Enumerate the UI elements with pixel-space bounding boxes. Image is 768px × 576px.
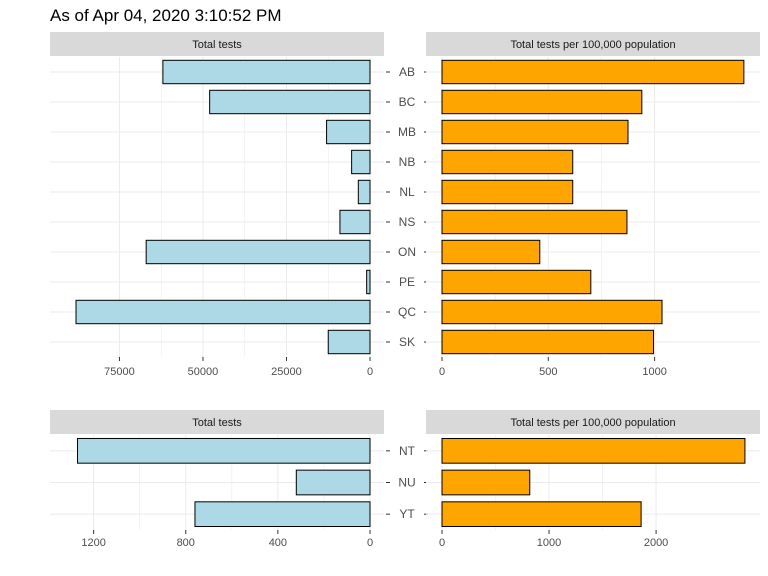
provinces-tests-per-100k-bar-qc	[441, 299, 663, 325]
territories-total-tests-tick-label: 0	[367, 537, 373, 549]
category-label-nl: NL	[399, 185, 415, 199]
category-label-pe: PE	[399, 275, 415, 289]
provinces-total-tests-tick-label: 75000	[104, 366, 135, 378]
provinces-tests-per-100k-bar-mb	[441, 119, 629, 145]
territories-total-tests-tick-label: 400	[269, 537, 287, 549]
provinces-total-tests-bar-ns	[339, 209, 371, 235]
territories-tests-per-100k-bar-nt	[441, 437, 746, 464]
provinces-tests-per-100k-bar-on	[441, 239, 541, 265]
provinces-tests-per-100k-bar-sk	[441, 329, 655, 355]
provinces-tests-per-100k-bar-bc	[441, 89, 643, 115]
category-label-ab: AB	[399, 65, 415, 79]
provinces-total-tests-tick-label: 25000	[271, 366, 302, 378]
provinces-total-tests-bar-pe	[366, 269, 371, 295]
territories-tests-per-100k-tick-label: 2000	[644, 537, 668, 549]
territories-total-tests-strip	[50, 410, 384, 434]
provinces-total-tests-tick-label: 0	[367, 366, 373, 378]
category-label-nb: NB	[399, 155, 416, 169]
provinces-total-tests-tick-label: 50000	[188, 366, 219, 378]
provinces-tests-per-100k-tick-label: 0	[439, 366, 445, 378]
provinces-total-tests-bar-nb	[351, 149, 371, 175]
category-label-mb: MB	[398, 125, 416, 139]
territories-tests-per-100k-bar-yt	[441, 501, 642, 528]
territories-total-tests-tick-label: 1200	[81, 537, 105, 549]
category-label-qc: QC	[398, 305, 416, 319]
provinces-total-tests-bar-sk	[327, 329, 371, 355]
provinces-total-tests-strip-label: Total tests	[192, 39, 242, 51]
category-label-nt: NT	[399, 444, 416, 458]
territories-tests-per-100k-strip-label: Total tests per 100,000 population	[510, 417, 675, 429]
provinces-tests-per-100k-bar-nb	[441, 149, 574, 175]
provinces-total-tests-strip	[50, 32, 384, 56]
category-label-nu: NU	[398, 476, 415, 490]
provinces-tests-per-100k-bar-nl	[441, 179, 574, 205]
provinces-tests-per-100k-strip-label: Total tests per 100,000 population	[510, 39, 675, 51]
territories-tests-per-100k-bar-nu	[441, 469, 531, 496]
category-label-ns: NS	[399, 215, 416, 229]
category-label-sk: SK	[399, 335, 415, 349]
territories-total-tests-tick-label: 800	[177, 537, 195, 549]
provinces-total-tests-bar-mb	[326, 119, 371, 145]
territories-total-tests-bar-yt	[194, 501, 371, 528]
provinces-total-tests-bar-ab	[162, 59, 371, 85]
territories-total-tests-bar-nt	[77, 437, 371, 464]
provinces-tests-per-100k-bar-ab	[441, 59, 745, 85]
provinces-tests-per-100k-tick-label: 1000	[642, 366, 666, 378]
category-label-on: ON	[398, 245, 416, 259]
provinces-total-tests-bar-bc	[209, 89, 371, 115]
territories-tests-per-100k-tick-label: 1000	[537, 537, 561, 549]
provinces-tests-per-100k-tick-label: 500	[539, 366, 557, 378]
provinces-tests-per-100k-strip	[426, 32, 760, 56]
territories-total-tests-bar-nu	[295, 469, 371, 496]
chart-title: As of Apr 04, 2020 3:10:52 PM	[50, 6, 282, 25]
provinces-total-tests-bar-on	[145, 239, 371, 265]
provinces-tests-per-100k-bar-pe	[441, 269, 592, 295]
category-label-yt: YT	[399, 507, 415, 521]
territories-total-tests-strip-label: Total tests	[192, 417, 242, 429]
category-label-bc: BC	[399, 95, 416, 109]
territories-tests-per-100k-strip	[426, 410, 760, 434]
provinces-total-tests-bar-qc	[75, 299, 371, 325]
territories-tests-per-100k-tick-label: 0	[439, 537, 445, 549]
provinces-total-tests-bar-nl	[357, 179, 371, 205]
provinces-tests-per-100k-bar-ns	[441, 209, 628, 235]
